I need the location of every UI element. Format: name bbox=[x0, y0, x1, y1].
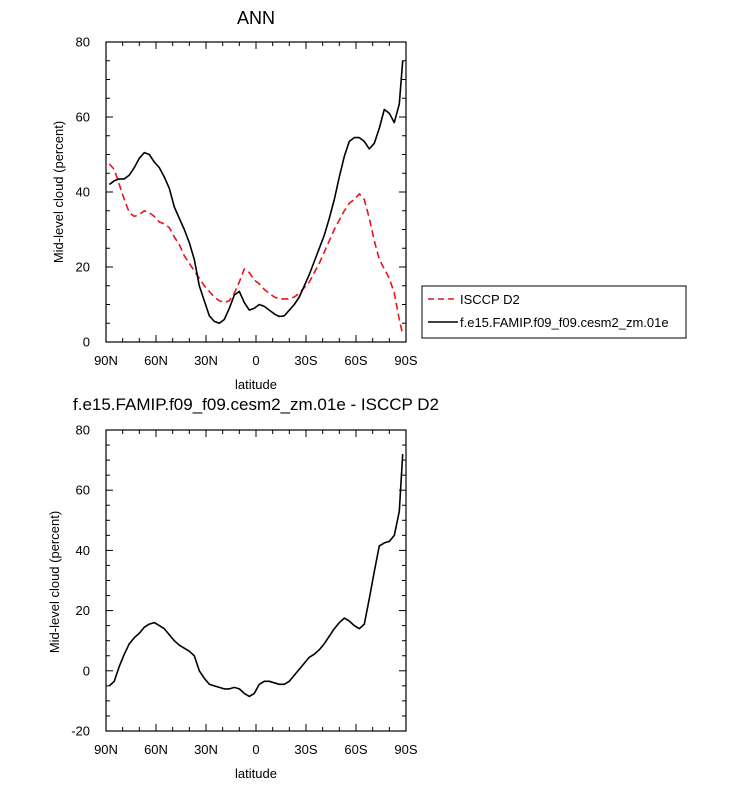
bottom-chart-y-tick-label: 20 bbox=[76, 603, 90, 618]
top-chart-series-line-1 bbox=[108, 60, 404, 325]
top-chart-y-tick-label: 60 bbox=[76, 110, 90, 125]
bottom-chart-series-line-0 bbox=[108, 454, 404, 698]
top-chart-legend: ISCCP D2 f.e15.FAMIP.f09_f09.cesm2_zm.01… bbox=[421, 285, 687, 339]
bottom-chart-x-tick-label: 0 bbox=[252, 742, 259, 757]
top-chart-y-tick-label: 0 bbox=[83, 335, 90, 350]
bottom-chart-y-axis-label: Mid-level cloud (percent) bbox=[47, 511, 62, 653]
top-chart-x-tick-label: 60N bbox=[144, 353, 168, 368]
legend-label-isccp: ISCCP D2 bbox=[460, 292, 520, 307]
bottom-chart-panel: f.e15.FAMIP.f09_f09.cesm2_zm.01e - ISCCP… bbox=[47, 395, 439, 781]
bottom-chart-x-tick-label: 30N bbox=[194, 742, 218, 757]
bottom-chart-x-tick-label: 60S bbox=[344, 742, 367, 757]
bottom-chart-y-tick-label: 40 bbox=[76, 543, 90, 558]
bottom-chart-x-tick-label: 60N bbox=[144, 742, 168, 757]
bottom-chart-frame bbox=[105, 429, 407, 732]
bottom-chart-plot-area: 90N 60N 30N 0 30S 60S 90S -20 0 20 40 60 80 bbox=[71, 423, 418, 758]
top-chart-series-line-0 bbox=[108, 163, 404, 335]
top-chart-y-tick-label: 40 bbox=[76, 185, 90, 200]
top-chart-x-axis-label: latitude bbox=[235, 377, 277, 392]
top-chart-x-tick-label: 30N bbox=[194, 353, 218, 368]
top-chart-y-tick-label: 20 bbox=[76, 260, 90, 275]
top-chart-y-axis-label: Mid-level cloud (percent) bbox=[51, 121, 66, 263]
top-chart-x-tick-label: 30S bbox=[294, 353, 317, 368]
top-chart-title: ANN bbox=[237, 8, 275, 28]
bottom-chart-y-tick-label: 60 bbox=[76, 483, 90, 498]
bottom-chart-y-tick-label: 0 bbox=[83, 663, 90, 678]
bottom-chart-x-tick-label: 90S bbox=[394, 742, 417, 757]
top-chart-panel: ANN 90N 60N 30N 0 30S 60S 90S 0 20 40 60 80 latitud… bbox=[51, 8, 418, 392]
top-chart-x-tick-label: 0 bbox=[252, 353, 259, 368]
legend-label-model: f.e15.FAMIP.f09_f09.cesm2_zm.01e bbox=[460, 315, 669, 330]
bottom-chart-y-tick-label: -20 bbox=[71, 724, 90, 739]
top-chart-x-tick-label: 60S bbox=[344, 353, 367, 368]
bottom-chart-title: f.e15.FAMIP.f09_f09.cesm2_zm.01e - ISCCP… bbox=[73, 395, 439, 414]
legend-box bbox=[421, 285, 687, 339]
bottom-chart-x-tick-label: 30S bbox=[294, 742, 317, 757]
top-chart-y-tick-label: 80 bbox=[76, 35, 90, 50]
bottom-chart-x-tick-label: 90N bbox=[94, 742, 118, 757]
top-chart-x-tick-label: 90S bbox=[394, 353, 417, 368]
bottom-chart-x-axis-label: latitude bbox=[235, 766, 277, 781]
top-chart-plot-area: 90N 60N 30N 0 30S 60S 90S 0 20 40 60 80 bbox=[76, 35, 418, 369]
top-chart-x-tick-label: 90N bbox=[94, 353, 118, 368]
top-chart-frame bbox=[105, 41, 407, 343]
bottom-chart-y-tick-label: 80 bbox=[76, 423, 90, 438]
